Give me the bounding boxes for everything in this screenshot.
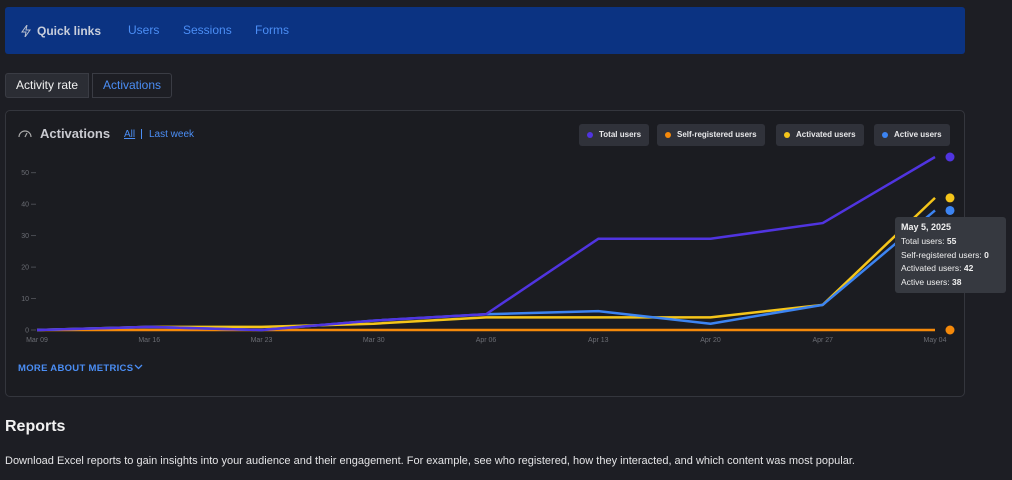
tooltip-row: Self-registered users: 0 [901,250,989,260]
nav-link[interactable]: Forms [255,23,289,37]
nav-link[interactable]: Sessions [183,23,232,37]
legend-swatch [882,132,888,138]
end-point [945,205,955,215]
legend-item[interactable]: Activated users [776,124,864,146]
reports-title: Reports [5,418,66,435]
end-point [945,325,955,335]
series-line [36,155,936,332]
quick-links-bar: Quick links Users Sessions Forms [5,7,965,54]
tooltip-row: Active users: 38 [901,277,962,287]
legend-label: Self-registered users [677,130,757,139]
tooltip-row: Total users: 55 [901,236,956,246]
gauge-icon [18,130,32,138]
tooltip-label: Active users: [901,276,950,287]
x-tick-label: Apr 27 [812,337,833,344]
tab[interactable]: Activations [92,73,173,98]
y-tick-label: 20 [21,265,29,272]
x-tick-label: Mar 16 [138,337,160,344]
separator [141,129,142,139]
y-tick-label: 50 [21,170,29,177]
filter-link[interactable]: Last week [149,129,195,140]
card-title: Activations [40,126,111,141]
y-tick-label: 30 [21,233,29,240]
y-tick-label: 0 [25,328,29,335]
tooltip-label: Total users: [901,236,945,246]
series-line [36,209,936,332]
end-point [945,193,955,203]
chevron [134,364,143,370]
tooltip-value: 0 [984,249,989,260]
tab[interactable]: Activity rate [5,73,90,98]
nav-link[interactable]: Users [128,23,160,37]
x-tick-label: Mar 09 [26,337,48,344]
reports-text: Download Excel reports to gain insights … [5,455,855,467]
more-metrics-link[interactable]: MORE ABOUT METRICS [18,363,134,374]
x-tick-label: Apr 20 [700,337,721,344]
legend-label: Total users [599,130,642,139]
tooltip-value: 42 [963,263,974,273]
tooltip: May 5, 2025 Total users: 55 Self-registere… [895,217,1006,293]
y-tick-label: 10 [21,296,29,303]
tooltip-row: Activated users: 42 [901,263,973,273]
tooltip-label: Activated users: [901,263,962,273]
x-tick-label: Apr 06 [476,337,497,344]
tooltip-title: May 5, 2025 [901,222,952,232]
filter-link[interactable]: All [124,129,136,140]
x-tick-label: May 04 [924,337,947,344]
legend-swatch [587,132,593,138]
y-tick-label: 40 [21,202,29,209]
end-point [945,152,955,162]
legend-item[interactable]: Total users [579,124,650,146]
tooltip-value: 38 [952,276,962,287]
series-line [36,196,936,332]
legend-item[interactable]: Self-registered users [657,124,765,146]
x-tick-label: Mar 30 [363,337,385,344]
x-tick-label: Mar 23 [251,337,273,344]
legend-swatch [784,132,790,138]
legend-item[interactable]: Active users [874,124,950,146]
bolt-icon [21,25,31,37]
legend-label: Active users [894,130,942,139]
nav-title: Quick links [37,24,102,38]
legend-label: Activated users [796,130,856,139]
tooltip-value: 55 [946,236,957,246]
x-tick-label: Apr 13 [588,337,609,344]
legend-swatch [665,132,671,138]
tooltip-label: Self-registered users: [901,249,982,260]
